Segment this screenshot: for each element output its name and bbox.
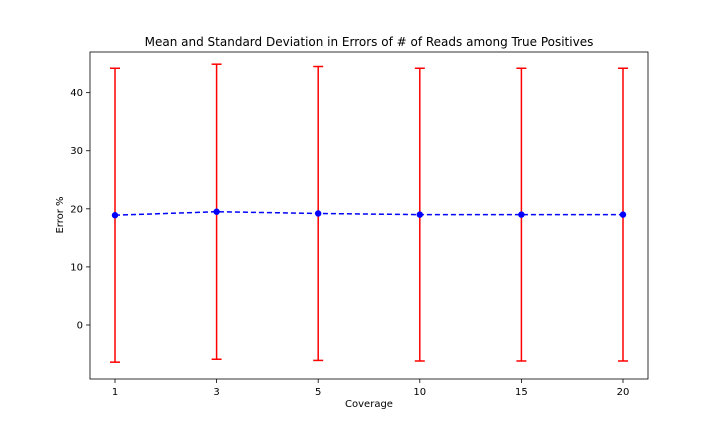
y-tick-label: 20 bbox=[70, 204, 83, 215]
mean-point bbox=[416, 211, 423, 218]
mean-point bbox=[619, 211, 627, 218]
x-tick-label: 1 bbox=[112, 387, 118, 398]
mean-point bbox=[518, 211, 525, 218]
y-tick-label: 40 bbox=[70, 88, 83, 99]
x-tick-label: 5 bbox=[315, 387, 321, 398]
mean-line bbox=[114, 210, 623, 216]
x-tick-label: 15 bbox=[515, 387, 528, 398]
x-tick-label: 20 bbox=[617, 387, 630, 398]
plot-frame bbox=[89, 51, 649, 380]
x-tick-label: 10 bbox=[413, 387, 426, 398]
mean-point bbox=[213, 208, 220, 215]
x-axis-label: Coverage bbox=[345, 399, 393, 410]
y-axis: 0 10 20 30 40 bbox=[70, 88, 90, 331]
y-axis-label: Error % bbox=[55, 196, 66, 233]
y-tick-label: 0 bbox=[77, 320, 83, 331]
y-tick-label: 30 bbox=[70, 146, 83, 157]
y-tick-label: 10 bbox=[70, 262, 83, 273]
plot-marks bbox=[110, 63, 628, 363]
chart-title: Mean and Standard Deviation in Errors of… bbox=[145, 35, 594, 49]
mean-point bbox=[315, 210, 322, 217]
x-axis: 1 3 5 10 15 20 bbox=[112, 379, 630, 398]
mean-point bbox=[111, 212, 119, 219]
x-tick-label: 3 bbox=[213, 387, 219, 398]
